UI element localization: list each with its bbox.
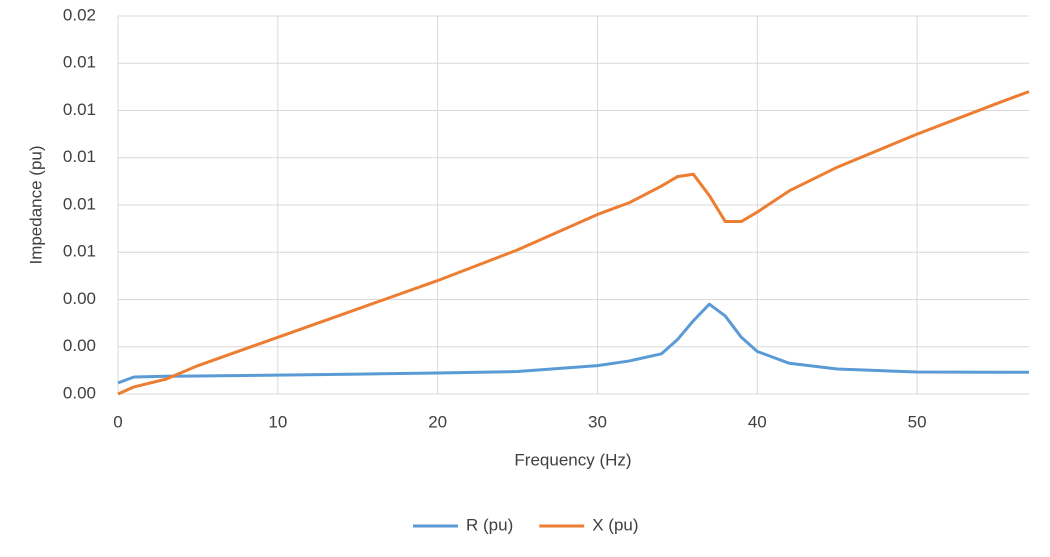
y-tick-label: 0.01	[63, 147, 96, 166]
series-line	[117, 90, 1030, 396]
legend-label: X (pu)	[592, 515, 638, 534]
y-tick-label: 0.00	[63, 336, 96, 355]
y-axis-title: Impedance (pu)	[26, 145, 45, 264]
y-tick-label: 0.00	[63, 383, 96, 402]
x-tick-label: 40	[748, 412, 767, 431]
y-tick-label: 0.02	[63, 5, 96, 24]
y-tick-label: 0.01	[63, 100, 96, 119]
y-tick-label: 0.01	[63, 53, 96, 72]
x-tick-label: 50	[908, 412, 927, 431]
x-tick-label: 10	[268, 412, 287, 431]
x-axis-title: Frequency (Hz)	[514, 450, 631, 469]
y-tick-label: 0.01	[63, 242, 96, 261]
x-tick-label: 20	[428, 412, 447, 431]
series-line	[117, 302, 1029, 385]
x-tick-label: 30	[588, 412, 607, 431]
y-tick-label: 0.00	[63, 289, 96, 308]
y-tick-label: 0.01	[63, 194, 96, 213]
legend-label: R (pu)	[466, 515, 513, 534]
x-tick-label: 0	[113, 412, 122, 431]
